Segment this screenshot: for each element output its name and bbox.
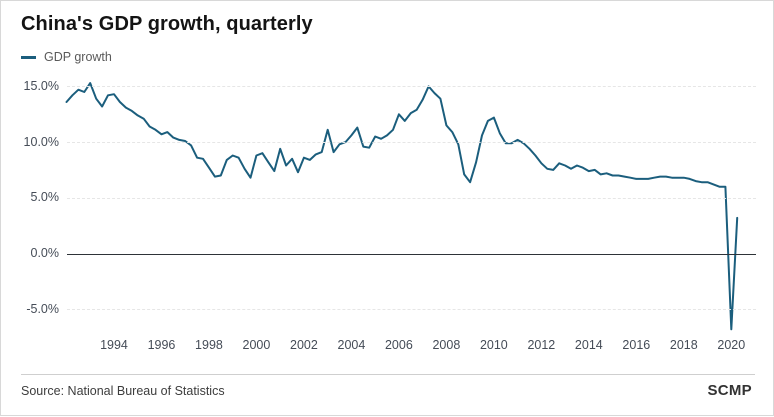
x-axis-tick-label: 2004 — [337, 338, 366, 352]
x-axis-tick-label: 2014 — [574, 338, 603, 352]
legend-label: GDP growth — [44, 50, 112, 64]
gridline-10 — [66, 142, 756, 144]
gridline-5 — [66, 197, 756, 199]
x-axis-tick-label: 2006 — [384, 338, 413, 352]
x-axis-tick-label: 2012 — [527, 338, 556, 352]
scmp-logo: SCMP — [707, 382, 752, 399]
x-axis-tick-label: 2016 — [622, 338, 651, 352]
footer-divider — [21, 374, 755, 375]
legend: GDP growth — [21, 50, 112, 64]
x-axis-tick-label: 2020 — [717, 338, 746, 352]
x-axis-tick-label: 1994 — [100, 338, 128, 352]
x-axis-tick-label: 2008 — [432, 338, 461, 352]
y-axis-tick-label: -5.0% — [26, 301, 59, 316]
gridline--5 — [66, 309, 756, 311]
legend-line-swatch — [21, 55, 36, 59]
x-axis-tick-label: 2018 — [669, 338, 698, 352]
gdp-growth-series-line — [65, 82, 739, 331]
chart-title: China's GDP growth, quarterly — [21, 13, 313, 35]
x-axis-tick-label: 2010 — [479, 338, 508, 352]
y-axis-tick-label: 0.0% — [30, 246, 60, 260]
source-note: Source: National Bureau of Statistics — [21, 384, 225, 398]
y-axis-tick-label: 5.0% — [30, 190, 60, 205]
y-axis-tick-label: 15.0% — [23, 78, 59, 93]
x-axis-tick-label: 2002 — [290, 338, 318, 352]
x-axis-tick-label: 2000 — [242, 338, 271, 352]
gridline-15 — [66, 86, 756, 88]
zero-baseline — [66, 253, 756, 255]
y-axis-tick-label: 10.0% — [23, 134, 59, 149]
x-axis-tick-label: 1998 — [195, 338, 223, 352]
x-axis-tick-label: 1996 — [147, 338, 176, 352]
